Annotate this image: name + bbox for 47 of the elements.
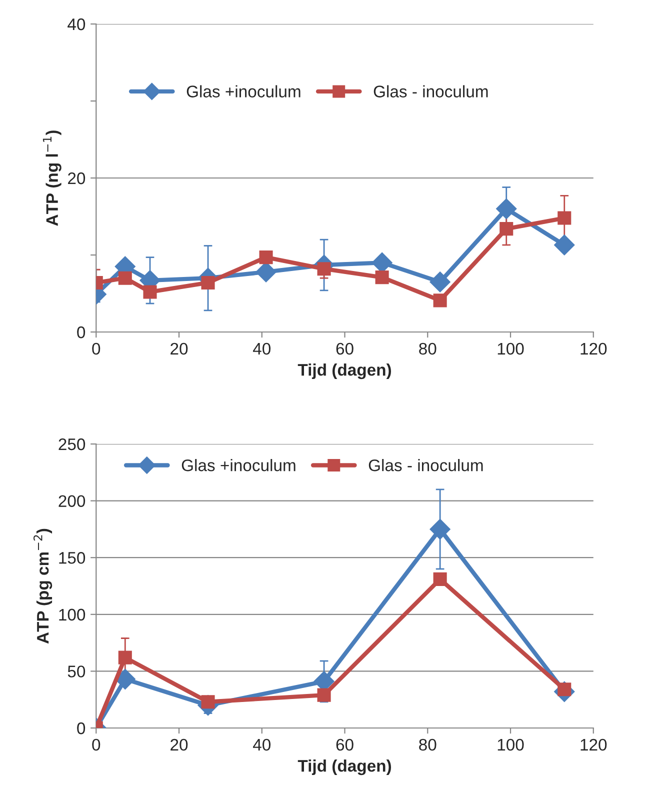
- point: [201, 276, 215, 290]
- point: [554, 234, 575, 256]
- legend-label: Glas - inoculum: [374, 85, 488, 98]
- point: [259, 250, 273, 264]
- point: [558, 211, 572, 225]
- point: [118, 650, 132, 664]
- legend-label: Glas +inoculum: [186, 85, 300, 98]
- point: [317, 262, 331, 276]
- point: [433, 572, 447, 586]
- point: [143, 285, 157, 299]
- y-tick-label: 250: [58, 438, 86, 450]
- y-tick-label: 40: [68, 18, 86, 30]
- point: [496, 198, 517, 220]
- y-tick-label: 100: [59, 608, 86, 621]
- point: [430, 272, 450, 292]
- point: [430, 518, 450, 540]
- x-tick-label: 60: [336, 738, 354, 751]
- x-tick-label: 60: [336, 342, 354, 355]
- point: [118, 271, 132, 285]
- x-tick-label: 40: [253, 342, 271, 355]
- y-axis-title: ATP (pg cm$^{−2}$): [34, 528, 52, 644]
- x-tick-label: 20: [170, 738, 188, 751]
- y-tick-label: 200: [58, 495, 86, 508]
- point: [500, 222, 514, 236]
- x-axis-title: Tijd (dagen): [298, 364, 392, 380]
- x-tick-label: 80: [419, 738, 436, 751]
- x-tick-label: 0: [92, 342, 100, 355]
- x-tick-label: 120: [580, 342, 607, 355]
- x-tick-label: 0: [92, 738, 100, 751]
- y-tick-label: 50: [68, 666, 86, 678]
- x-tick-label: 80: [419, 342, 436, 355]
- x-tick-label: 120: [580, 738, 607, 751]
- point: [375, 270, 389, 284]
- legend-label: Glas +inoculum: [182, 459, 296, 472]
- y-axis-title: ATP (ng l$^{−1}$): [42, 130, 62, 226]
- x-axis-title: Tijd (dagen): [298, 760, 392, 776]
- x-tick-label: 100: [498, 738, 524, 751]
- y-tick-label: 0: [77, 722, 86, 734]
- y-tick-label: 0: [77, 326, 86, 338]
- x-tick-label: 100: [498, 342, 524, 355]
- x-tick-label: 40: [253, 738, 271, 751]
- point: [317, 688, 331, 702]
- y-tick-label: 150: [59, 552, 86, 564]
- y-tick-label: 20: [68, 172, 86, 184]
- legend-label: Glas - inoculum: [368, 459, 483, 472]
- point: [433, 294, 447, 308]
- x-tick-label: 20: [170, 342, 188, 355]
